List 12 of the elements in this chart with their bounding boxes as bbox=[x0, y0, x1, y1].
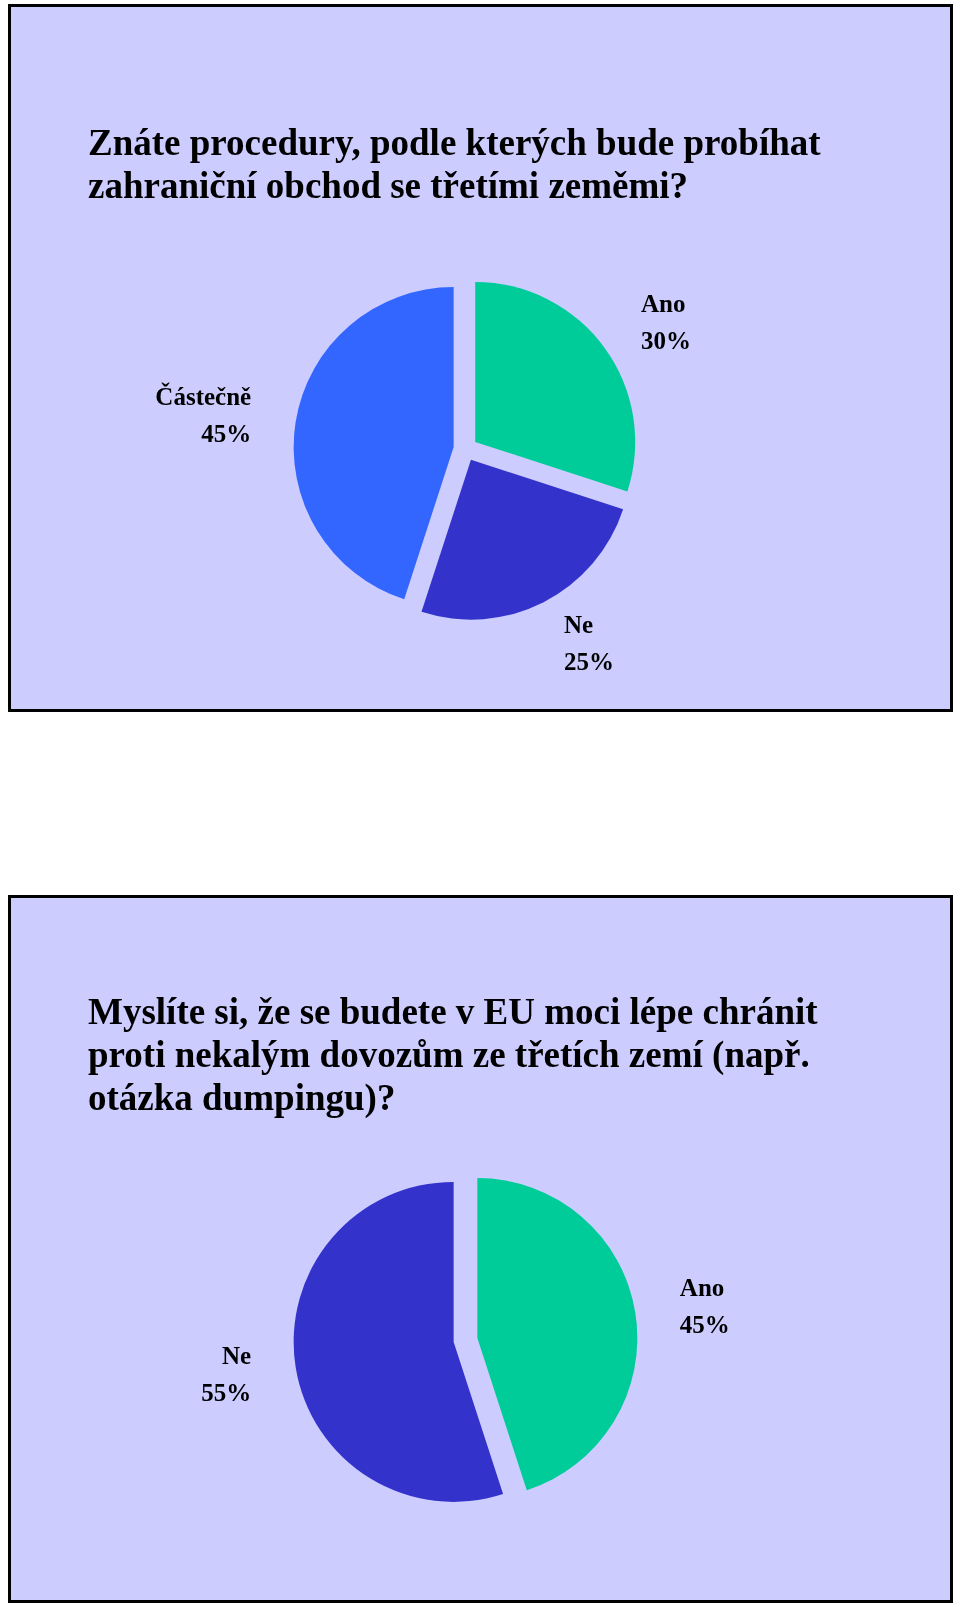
data-label: 30% bbox=[641, 326, 692, 354]
slice-label: Ano bbox=[679, 1274, 725, 1302]
data-label: 45% bbox=[201, 420, 252, 448]
slice-label: Částečně bbox=[155, 382, 252, 411]
chart-title: Myslíte si, že se budete v EU moci lépe chránit proti nekalým dovozům ze třetích zemí (např. otázka dumpingu)? bbox=[88, 991, 819, 1119]
data-label: 45% bbox=[679, 1311, 730, 1339]
chart-title: Znáte procedury, podle kterých bude probíhat zahraniční obchod se třetími zeměmi? bbox=[88, 121, 822, 206]
slice-label: Ne bbox=[222, 1342, 252, 1370]
slice-label: Ano bbox=[641, 289, 686, 317]
slice-label: Ne bbox=[564, 610, 594, 638]
data-label: 55% bbox=[201, 1379, 252, 1407]
data-label: 25% bbox=[564, 647, 615, 675]
